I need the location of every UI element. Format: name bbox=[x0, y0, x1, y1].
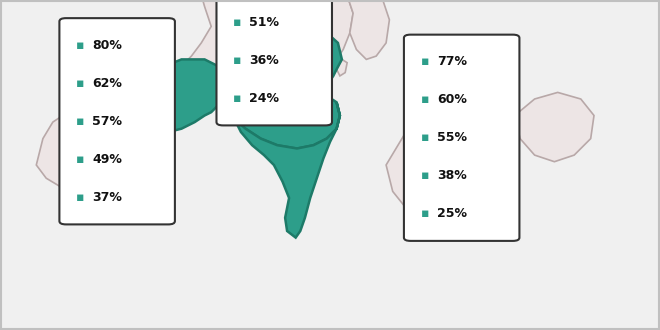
Polygon shape bbox=[346, 0, 389, 59]
Text: 37%: 37% bbox=[92, 191, 122, 204]
Polygon shape bbox=[408, 40, 512, 129]
Polygon shape bbox=[327, 0, 353, 59]
Text: ▪: ▪ bbox=[234, 54, 242, 67]
Text: ▪: ▪ bbox=[421, 131, 429, 144]
Text: 51%: 51% bbox=[249, 16, 279, 29]
Polygon shape bbox=[36, 106, 139, 195]
Polygon shape bbox=[178, 0, 238, 106]
Polygon shape bbox=[228, 46, 257, 86]
Text: 25%: 25% bbox=[437, 207, 467, 220]
Text: 57%: 57% bbox=[92, 115, 122, 128]
Text: ▪: ▪ bbox=[77, 191, 84, 204]
Text: ▪: ▪ bbox=[421, 169, 429, 182]
Text: 36%: 36% bbox=[249, 54, 279, 67]
Text: ▪: ▪ bbox=[421, 207, 429, 220]
Text: ▪: ▪ bbox=[234, 92, 242, 105]
Polygon shape bbox=[231, 92, 340, 148]
Polygon shape bbox=[234, 102, 340, 238]
Text: 62%: 62% bbox=[92, 77, 122, 90]
FancyBboxPatch shape bbox=[404, 35, 519, 241]
Polygon shape bbox=[257, 23, 342, 106]
Text: 38%: 38% bbox=[437, 169, 467, 182]
Text: 24%: 24% bbox=[249, 92, 279, 105]
Text: ▪: ▪ bbox=[421, 93, 429, 106]
Polygon shape bbox=[142, 59, 228, 132]
Text: ▪: ▪ bbox=[77, 39, 84, 52]
Text: ▪: ▪ bbox=[77, 77, 84, 90]
Text: 77%: 77% bbox=[437, 55, 467, 68]
Text: ▪: ▪ bbox=[421, 55, 429, 68]
Polygon shape bbox=[515, 92, 594, 162]
Text: 49%: 49% bbox=[92, 153, 122, 166]
FancyBboxPatch shape bbox=[216, 0, 332, 125]
Text: 55%: 55% bbox=[437, 131, 467, 144]
Polygon shape bbox=[132, 26, 164, 79]
Text: 60%: 60% bbox=[437, 93, 467, 106]
Polygon shape bbox=[386, 125, 472, 211]
FancyBboxPatch shape bbox=[59, 18, 175, 224]
Text: ▪: ▪ bbox=[77, 153, 84, 166]
Text: ▪: ▪ bbox=[234, 16, 242, 29]
Text: ▪: ▪ bbox=[77, 115, 84, 128]
Text: 80%: 80% bbox=[92, 39, 122, 52]
Polygon shape bbox=[337, 59, 347, 76]
